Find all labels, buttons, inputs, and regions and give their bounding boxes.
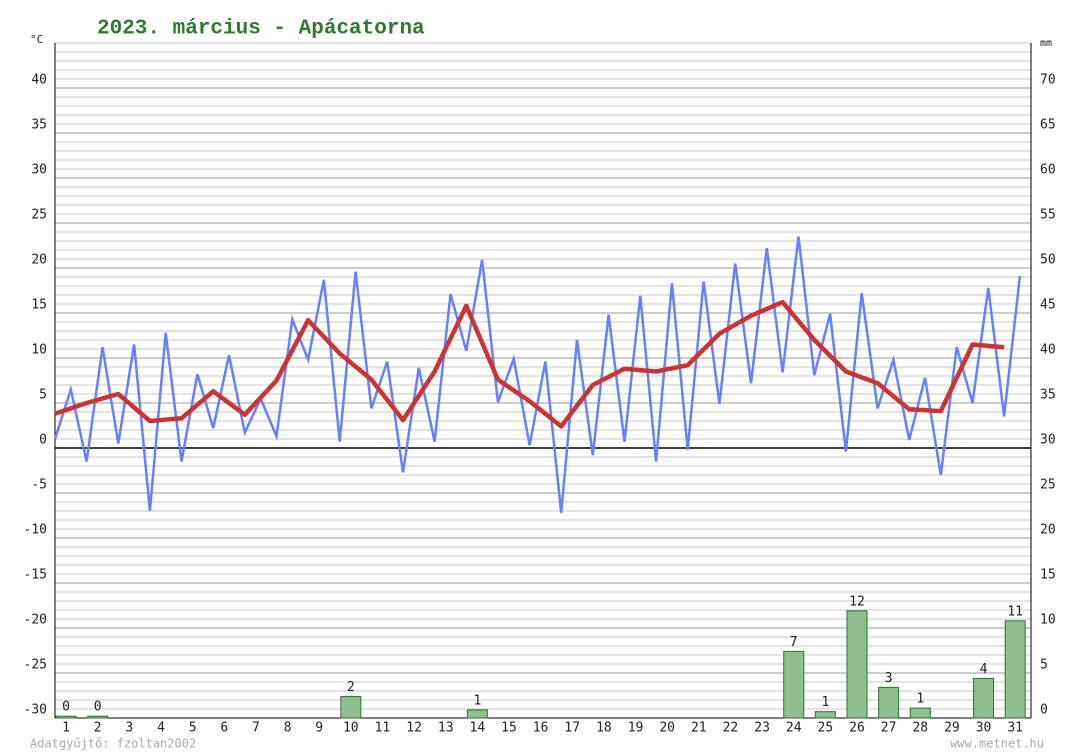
precip-bar xyxy=(878,686,900,719)
x-tick-label: 4 xyxy=(157,721,165,736)
precip-bar xyxy=(814,711,836,719)
precip-bar xyxy=(87,715,109,719)
precip-bar xyxy=(466,709,488,719)
x-tick-label: 2 xyxy=(94,721,102,736)
x-tick-label: 1 xyxy=(62,721,70,736)
precip-bar xyxy=(340,695,362,719)
x-tick-label: 24 xyxy=(786,721,802,736)
credit: www.metnet.hu xyxy=(950,737,1044,751)
precip-bar xyxy=(783,650,805,719)
x-tick-label: 12 xyxy=(406,721,422,736)
x-tick-label: 10 xyxy=(343,721,359,736)
y2-tick-label: 5 xyxy=(1040,658,1048,673)
x-tick-label: 11 xyxy=(375,721,391,736)
bar-label: 3 xyxy=(885,671,893,686)
y-unit: °C xyxy=(30,33,43,46)
y-tick-label: 40 xyxy=(31,73,47,88)
y-tick-label: 25 xyxy=(31,208,47,223)
y-tick-label: 5 xyxy=(39,388,47,403)
x-tick-label: 16 xyxy=(533,721,549,736)
x-tick-label: 20 xyxy=(659,721,675,736)
precip-bar xyxy=(973,677,995,719)
y2-tick-label: 40 xyxy=(1040,343,1056,358)
y-tick-label: 15 xyxy=(31,298,47,313)
x-tick-label: 30 xyxy=(976,721,992,736)
y2-tick-label: 50 xyxy=(1040,253,1056,268)
x-tick-label: 31 xyxy=(1007,721,1023,736)
y2-tick-label: 35 xyxy=(1040,388,1056,403)
y-tick-label: 0 xyxy=(39,433,47,448)
y2-tick-label: 25 xyxy=(1040,478,1056,493)
bar-label: 11 xyxy=(1007,604,1023,619)
x-tick-label: 13 xyxy=(438,721,454,736)
precip-bar xyxy=(1004,620,1026,719)
y2-tick-label: 65 xyxy=(1040,118,1056,133)
y-tick-label: 20 xyxy=(31,253,47,268)
y-tick-label: -30 xyxy=(24,703,47,718)
y-tick-label: -20 xyxy=(24,613,47,628)
x-tick-label: 21 xyxy=(691,721,707,736)
bar-label: 2 xyxy=(347,680,355,695)
y2-tick-label: 45 xyxy=(1040,298,1056,313)
x-tick-label: 28 xyxy=(912,721,928,736)
x-tick-label: 29 xyxy=(944,721,960,736)
x-tick-label: 15 xyxy=(501,721,517,736)
bar-label: 12 xyxy=(849,594,865,609)
bar-label: 1 xyxy=(473,693,481,708)
y-tick-label: 35 xyxy=(31,118,47,133)
x-tick-label: 25 xyxy=(818,721,834,736)
x-tick-label: 14 xyxy=(470,721,486,736)
y-tick-label: 30 xyxy=(31,163,47,178)
temperature-line xyxy=(53,236,1022,513)
mean-temperature-line xyxy=(54,299,1005,429)
y2-unit: mm xyxy=(1040,38,1052,49)
y-tick-label: -5 xyxy=(31,478,47,493)
y-tick-label: -10 xyxy=(24,523,47,538)
bar-label: 4 xyxy=(980,662,988,677)
x-tick-label: 6 xyxy=(220,721,228,736)
y-tick-label: -15 xyxy=(24,568,47,583)
bar-label: 1 xyxy=(916,692,924,707)
y2-tick-label: 55 xyxy=(1040,208,1056,223)
x-tick-label: 22 xyxy=(723,721,739,736)
bar-label: 7 xyxy=(790,635,798,650)
bar-label: 1 xyxy=(821,695,829,710)
precip-bar xyxy=(846,610,868,719)
x-tick-label: 26 xyxy=(849,721,865,736)
y2-tick-label: 20 xyxy=(1040,523,1056,538)
y2-tick-label: 10 xyxy=(1040,613,1056,628)
x-tick-label: 3 xyxy=(125,721,133,736)
y2-tick-label: 0 xyxy=(1040,703,1048,718)
y2-tick-label: 15 xyxy=(1040,568,1056,583)
y2-tick-label: 60 xyxy=(1040,163,1056,178)
x-tick-label: 17 xyxy=(564,721,580,736)
x-tick-label: 23 xyxy=(754,721,770,736)
chart-title: 2023. március - Apácatorna xyxy=(97,18,425,41)
x-tick-label: 5 xyxy=(189,721,197,736)
y2-tick-label: 70 xyxy=(1040,73,1056,88)
x-tick-label: 9 xyxy=(315,721,323,736)
x-tick-label: 18 xyxy=(596,721,612,736)
x-tick-label: 27 xyxy=(881,721,897,736)
credit: Adatgyűjtő: fzoltan2002 xyxy=(30,737,196,751)
precip-bar xyxy=(55,715,77,719)
bar-label: 0 xyxy=(62,700,70,715)
bar-label: 0 xyxy=(94,700,102,715)
x-tick-label: 19 xyxy=(628,721,644,736)
y2-tick-label: 30 xyxy=(1040,433,1056,448)
precip-bar xyxy=(909,707,931,719)
y-tick-label: 10 xyxy=(31,343,47,358)
y-tick-label: -25 xyxy=(24,658,47,673)
x-tick-label: 7 xyxy=(252,721,260,736)
x-tick-label: 8 xyxy=(284,721,292,736)
